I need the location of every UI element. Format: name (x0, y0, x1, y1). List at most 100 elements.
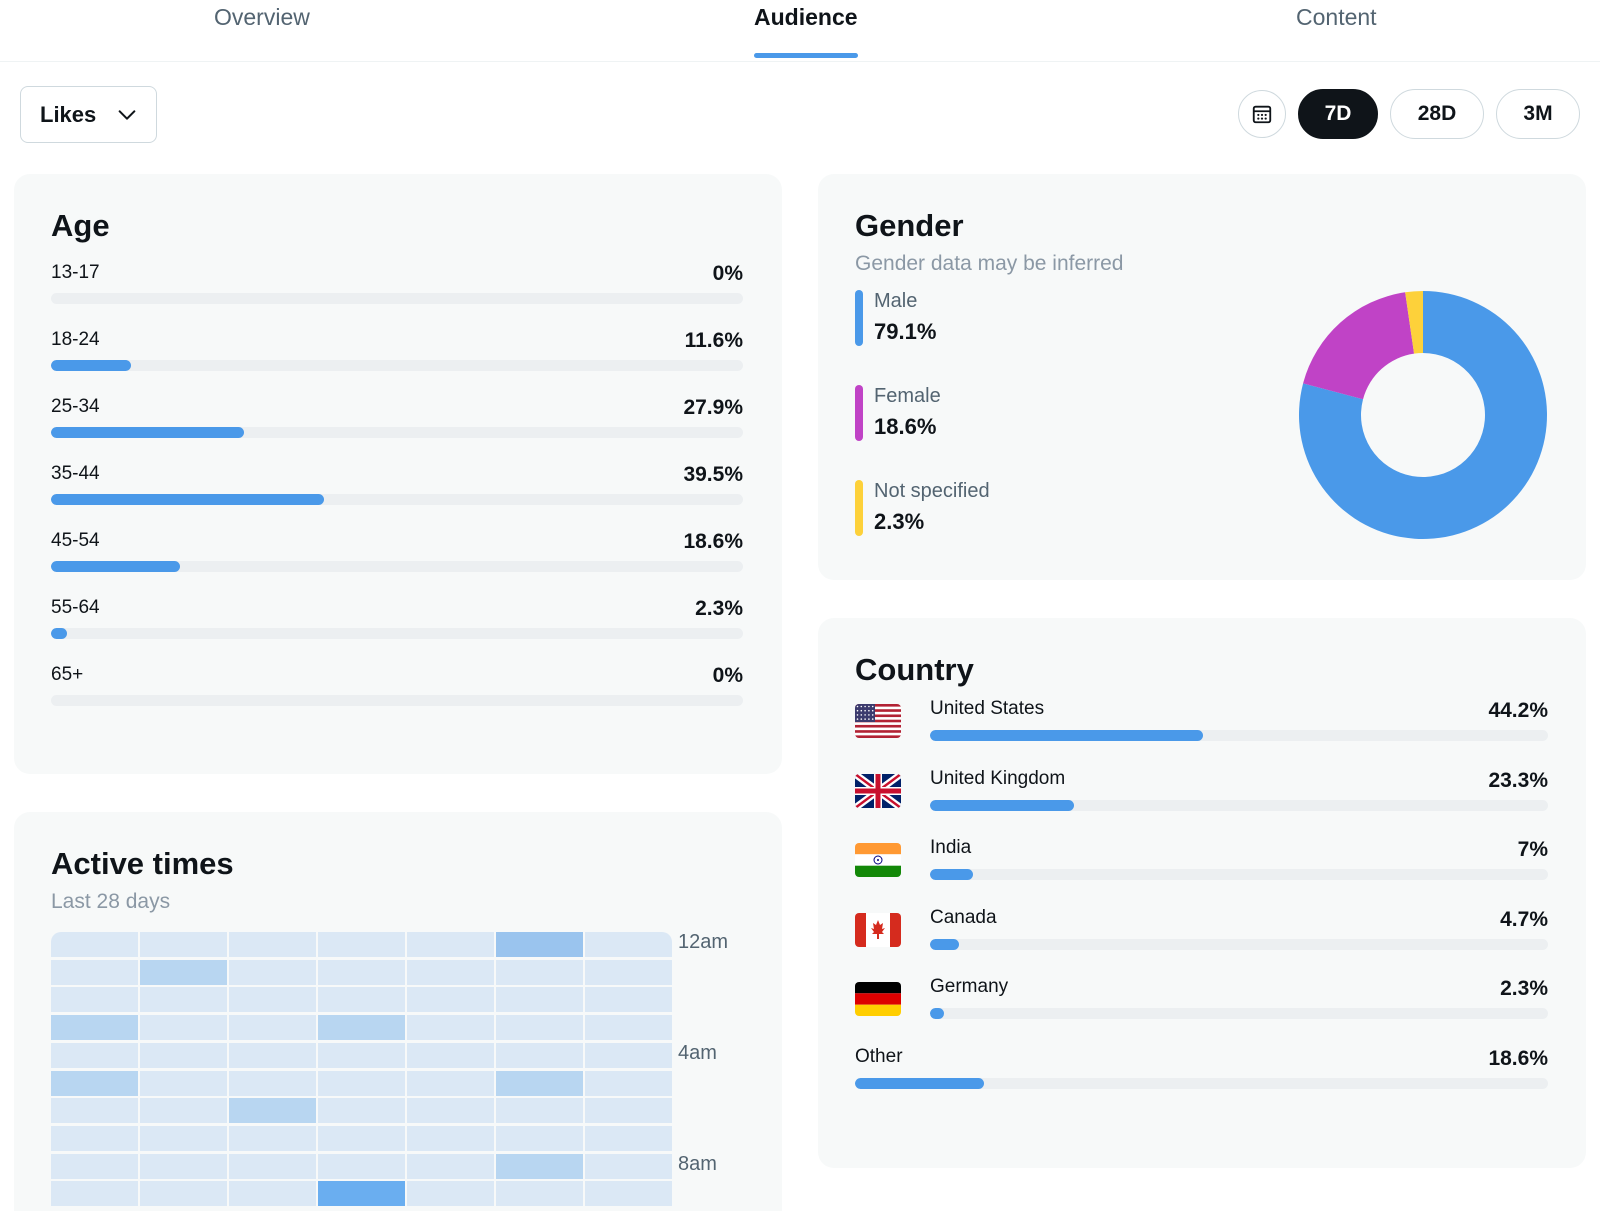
heatmap-cell (585, 1153, 672, 1179)
calendar-button[interactable] (1238, 90, 1286, 138)
country-other-track (855, 1077, 1548, 1089)
heatmap-cell (318, 1015, 405, 1041)
active-times-title: Active times (51, 846, 234, 881)
heatmap-cell (140, 1015, 227, 1041)
heatmap-cell (496, 1098, 583, 1124)
gender-legend-value: 18.6% (874, 414, 937, 439)
heatmap-cell (585, 1181, 672, 1207)
heatmap-cell (229, 1042, 316, 1068)
flag-uk-icon (855, 773, 901, 808)
heatmap-cell (51, 1042, 138, 1068)
heatmap-cell (140, 1098, 227, 1124)
tab-overview[interactable]: Overview (214, 4, 310, 30)
heatmap-cell (51, 959, 138, 985)
country-row-label: United States (930, 698, 1045, 719)
heatmap-cell (407, 1153, 494, 1179)
gender-legend-label: Male (874, 290, 918, 312)
heatmap-cell (585, 1098, 672, 1124)
gender-donut-slice (1405, 291, 1423, 354)
heatmap-cell (318, 959, 405, 985)
country-row-track (930, 730, 1548, 741)
country-row-fill (930, 938, 960, 950)
heatmap-cell (496, 1070, 583, 1096)
gender-legend-swatch (855, 290, 863, 346)
gender-card: Gender Gender data may be inferred Male 7… (818, 174, 1586, 580)
age-row-value: 2.3% (695, 597, 743, 620)
age-row-label: 65+ (51, 664, 84, 685)
age-row-fill (51, 360, 132, 371)
heatmap-cell (140, 932, 227, 957)
heatmap-cell (318, 1098, 405, 1124)
age-row-label: 45-54 (51, 530, 100, 551)
range-28d-button[interactable]: 28D (1390, 89, 1484, 139)
gender-legend-swatch (855, 385, 863, 441)
country-row-track (930, 1008, 1548, 1019)
gender-legend-label: Not specified (874, 480, 990, 502)
age-title: Age (51, 208, 110, 243)
heatmap-cell (140, 1125, 227, 1151)
age-row-track (51, 360, 743, 371)
age-row-track (51, 695, 743, 706)
age-row-label: 18-24 (51, 329, 100, 350)
heatmap-cell (229, 1070, 316, 1096)
heatmap-cell (585, 959, 672, 985)
heatmap-time-label: 8am (678, 1152, 717, 1175)
heatmap-cell (407, 1015, 494, 1041)
country-row-label: India (930, 837, 972, 858)
heatmap-time-label: 12am (678, 931, 729, 953)
heatmap-cell (585, 1125, 672, 1151)
tab-audience[interactable]: Audience (754, 4, 858, 30)
country-row-label: Canada (930, 906, 997, 928)
heatmap-cell (51, 1125, 138, 1151)
range-7d-button[interactable]: 7D (1298, 89, 1378, 139)
age-row-label: 55-64 (51, 597, 100, 618)
country-row-fill (930, 1008, 945, 1019)
country-card: Country United States 44.2% United Kingdo… (818, 618, 1586, 1168)
heatmap-cell (140, 1181, 227, 1207)
country-row-track (930, 869, 1548, 880)
age-row-label: 35-44 (51, 463, 100, 484)
heatmap-cell (496, 932, 583, 957)
heatmap-cell (140, 1070, 227, 1096)
heatmap-cell (496, 1125, 583, 1151)
country-row-label: United Kingdom (930, 767, 1066, 789)
heatmap-cell (407, 1070, 494, 1096)
heatmap-cell (496, 959, 583, 985)
heatmap-cell (407, 1181, 494, 1207)
country-other-fill (855, 1077, 984, 1089)
country-row-fill (930, 869, 974, 880)
heatmap-cell (585, 1015, 672, 1041)
heatmap-cell (51, 1015, 138, 1041)
heatmap-cell (229, 1125, 316, 1151)
heatmap-cell (585, 1042, 672, 1068)
age-row-value: 11.6% (684, 329, 743, 352)
heatmap-cell (407, 1125, 494, 1151)
heatmap-cell (229, 959, 316, 985)
heatmap-cell (140, 959, 227, 985)
age-card: Age 13-17 0% 18-24 11.6% 25-34 27.9% 35-44 39.5… (14, 174, 782, 774)
country-title: Country (855, 652, 974, 687)
age-row-fill (51, 628, 67, 639)
heatmap-cell (496, 1042, 583, 1068)
heatmap-cell (51, 1153, 138, 1179)
heatmap-cell (318, 1070, 405, 1096)
gender-subtitle: Gender data may be inferred (855, 252, 1124, 275)
chevron-down-icon (118, 109, 136, 120)
flag-india-icon (855, 843, 901, 877)
age-row-track (51, 561, 743, 572)
gender-legend-value: 2.3% (874, 509, 925, 534)
country-row-value: 7% (1517, 838, 1548, 861)
heatmap-cell (496, 1181, 583, 1207)
tab-content[interactable]: Content (1296, 4, 1377, 30)
gender-legend-label: Female (874, 385, 941, 407)
range-3m-button[interactable]: 3M (1496, 89, 1580, 139)
age-row-fill (51, 427, 245, 438)
heatmap-cell (318, 1181, 405, 1207)
country-row-value: 44.2% (1488, 699, 1548, 722)
metric-dropdown[interactable]: Likes (20, 86, 157, 143)
age-row-value: 18.6% (683, 530, 743, 553)
heatmap-cell (585, 987, 672, 1013)
age-row-value: 0% (712, 664, 743, 687)
gender-title: Gender (855, 208, 964, 243)
gender-donut-slice (1299, 291, 1547, 539)
